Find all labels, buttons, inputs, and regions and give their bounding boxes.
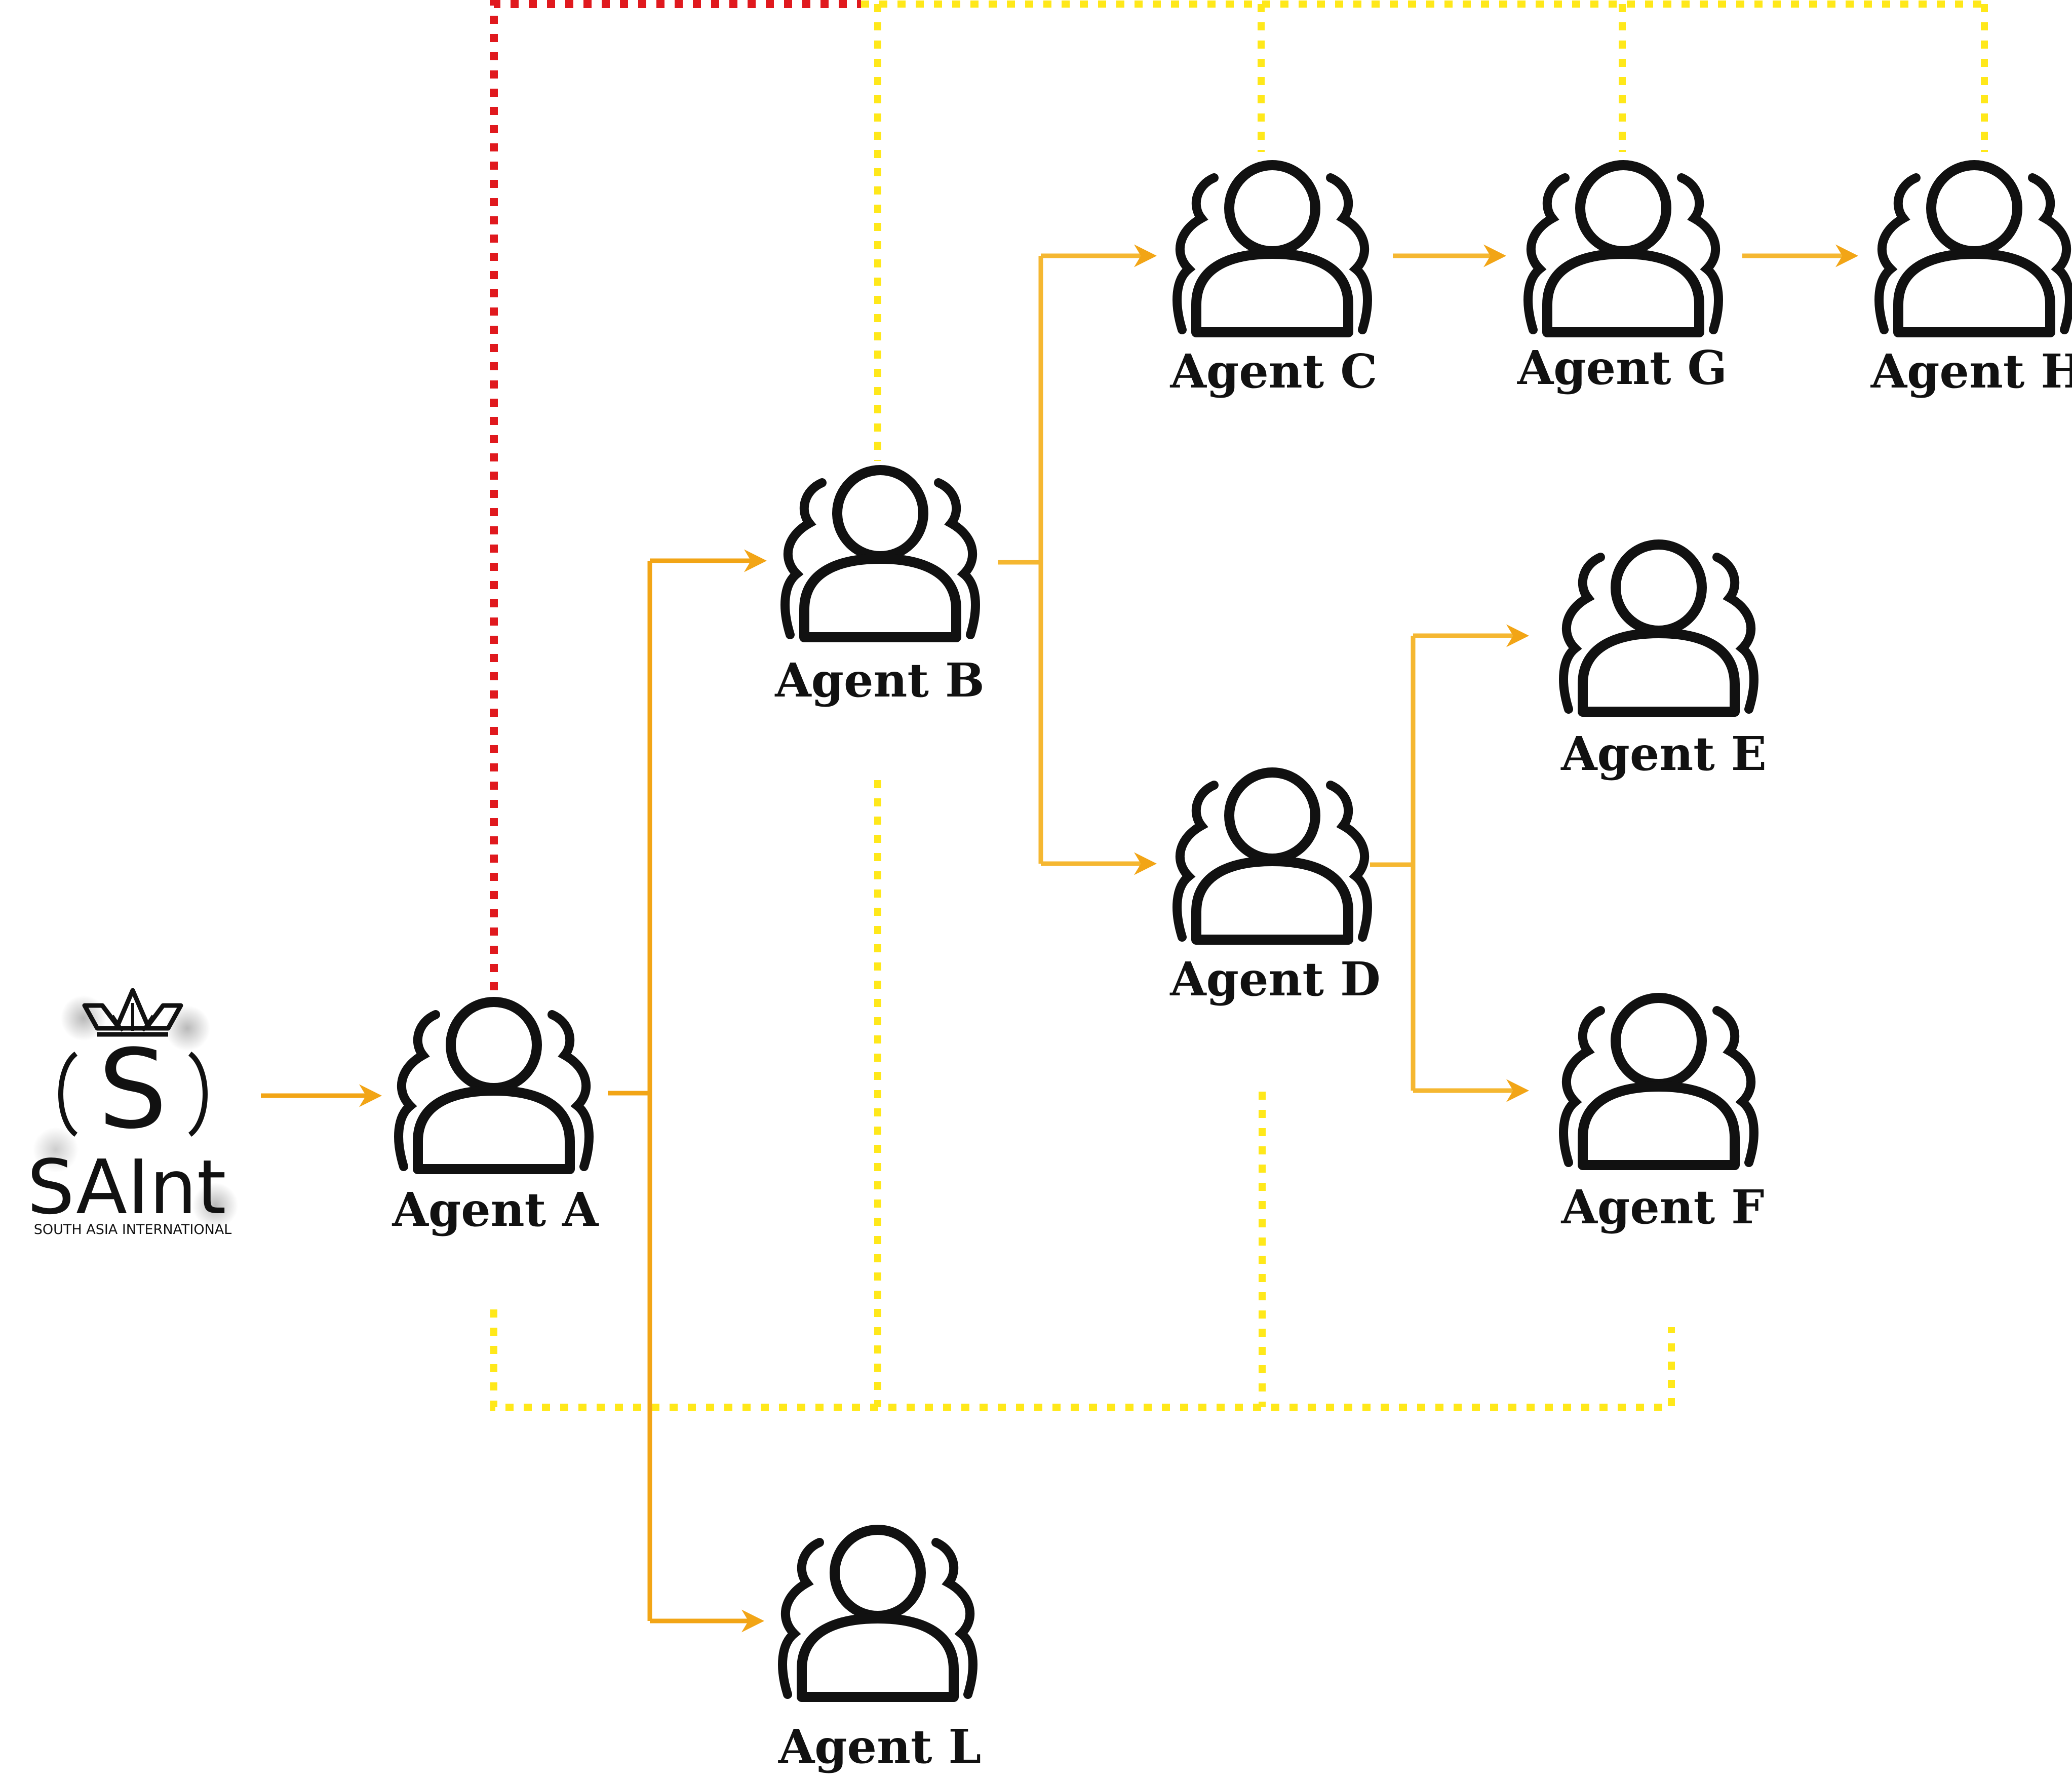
saint-logo: S SAInt SOUTH ASIA INTERNATIONAL <box>27 988 238 1237</box>
logo-name: SAInt <box>27 1144 226 1231</box>
logo-subtitle: SOUTH ASIA INTERNATIONAL <box>34 1222 232 1237</box>
agent-c-node[interactable]: Agent C <box>1170 165 1378 399</box>
agent-f-node[interactable]: Agent F <box>1561 998 1765 1234</box>
line-agent-b-trunk <box>998 256 1043 864</box>
user-group-icon <box>785 470 975 637</box>
agent-a-node[interactable]: Agent A <box>392 1002 599 1237</box>
agents-layer: Agent A Agent B Agent C Agent D Agent E … <box>392 165 2072 1774</box>
red-dotted-link <box>490 0 861 990</box>
user-group-icon <box>1563 998 1754 1165</box>
crown-icon <box>82 988 183 1037</box>
agent-g-node[interactable]: Agent G <box>1517 165 1727 395</box>
user-group-icon <box>1528 165 1718 332</box>
agent-c-label: Agent C <box>1170 344 1378 399</box>
agent-l-label: Agent L <box>778 1719 981 1774</box>
agent-f-label: Agent F <box>1561 1180 1765 1234</box>
line-agent-a-trunk <box>608 561 652 1621</box>
dotted-connections <box>490 0 1988 1411</box>
agent-g-label: Agent G <box>1517 340 1727 395</box>
user-group-icon <box>1177 772 1367 940</box>
line-agent-d-trunk <box>1370 636 1416 1091</box>
solid-connections <box>261 244 1858 1633</box>
agent-d-label: Agent D <box>1169 952 1380 1007</box>
agent-b-node[interactable]: Agent B <box>774 470 985 708</box>
agent-e-label: Agent E <box>1560 726 1767 781</box>
user-group-icon <box>1879 165 2069 332</box>
yellow-dotted-bottom-rail <box>490 1309 1675 1411</box>
agent-a-label: Agent A <box>392 1182 599 1237</box>
user-group-icon <box>399 1002 589 1169</box>
agent-l-node[interactable]: Agent L <box>778 1530 981 1774</box>
logo-monogram: S <box>98 1026 167 1153</box>
agent-d-node[interactable]: Agent D <box>1169 772 1381 1007</box>
monogram-icon: S <box>58 1026 208 1153</box>
user-group-icon <box>783 1530 973 1697</box>
user-group-icon <box>1563 545 1754 712</box>
agent-h-label: Agent H <box>1870 344 2072 399</box>
agent-h-node[interactable]: Agent H <box>1870 165 2072 399</box>
user-group-icon <box>1177 165 1367 332</box>
agent-e-node[interactable]: Agent E <box>1560 545 1767 781</box>
agent-b-label: Agent B <box>774 653 984 708</box>
